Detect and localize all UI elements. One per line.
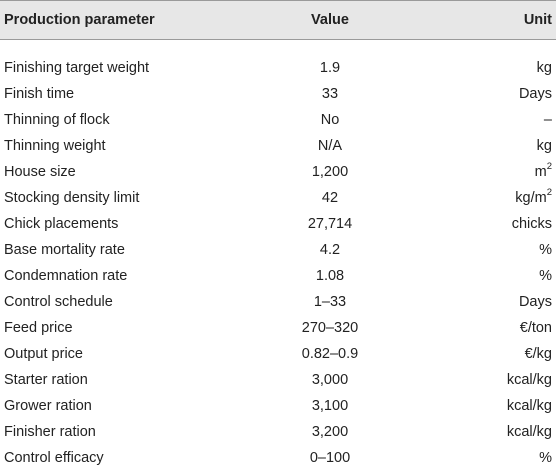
row-unit-cell: kg/m 2	[515, 187, 552, 206]
row-value: No	[320, 112, 340, 128]
row-parameter: Finish time	[4, 86, 75, 102]
row-parameter: Finishing target weight	[4, 60, 150, 76]
table-row: Stocking density limit 42 kg/m 2	[0, 185, 556, 211]
row-parameter: House size	[4, 164, 76, 180]
row-unit: kg	[536, 60, 552, 76]
row-parameter: Base mortality rate	[4, 242, 125, 258]
table-row: Feed price 270–320 €/ton	[0, 315, 556, 341]
row-parameter: Chick placements	[4, 216, 119, 232]
table-row: Starter ration 3,000 kcal/kg	[0, 367, 556, 393]
row-unit: %	[539, 450, 552, 466]
row-value: 4.2	[319, 242, 341, 258]
row-value: N/A	[317, 138, 343, 154]
header-unit: Unit	[523, 12, 552, 28]
row-unit: –	[543, 112, 552, 128]
row-parameter: Condemnation rate	[4, 268, 128, 284]
row-parameter: Starter ration	[4, 372, 88, 388]
row-unit: %	[539, 268, 552, 284]
row-unit: Days	[518, 294, 552, 310]
row-parameter: Stocking density limit	[4, 190, 140, 206]
row-unit: €/kg	[524, 346, 552, 362]
row-value: 3,200	[311, 424, 349, 440]
row-parameter: Finisher ration	[4, 424, 96, 440]
row-unit: €/ton	[519, 320, 552, 336]
row-unit: chicks	[511, 216, 552, 232]
row-value: 33	[321, 86, 339, 102]
table-row: Finishing target weight 1.9 kg	[0, 55, 556, 81]
row-unit: m	[534, 164, 547, 180]
row-value: 3,000	[311, 372, 349, 388]
row-parameter: Output price	[4, 346, 83, 362]
row-unit: kcal/kg	[506, 372, 552, 388]
row-value: 0–100	[309, 450, 351, 466]
table-row: Output price 0.82–0.9 €/kg	[0, 341, 556, 367]
header-parameter: Production parameter	[4, 12, 155, 28]
row-value: 42	[321, 190, 339, 206]
table-row: Finish time 33 Days	[0, 81, 556, 107]
header-value: Value	[311, 12, 349, 28]
row-value: 27,714	[307, 216, 353, 232]
row-value: 1.08	[315, 268, 345, 284]
table-row: Control efficacy 0–100 %	[0, 445, 556, 471]
table-header: Production parameter Value Unit	[0, 0, 556, 40]
row-parameter: Feed price	[4, 320, 73, 336]
table-row: Control schedule 1–33 Days	[0, 289, 556, 315]
row-unit: kcal/kg	[506, 398, 552, 414]
table-row: Thinning weight N/A kg	[0, 133, 556, 159]
row-unit: kcal/kg	[506, 424, 552, 440]
row-unit: %	[539, 242, 552, 258]
row-unit: kg	[536, 138, 552, 154]
table-row: Base mortality rate 4.2 %	[0, 237, 556, 263]
table-row: Condemnation rate 1.08 %	[0, 263, 556, 289]
row-parameter: Control schedule	[4, 294, 113, 310]
row-value: 1–33	[313, 294, 347, 310]
row-unit: Days	[518, 86, 552, 102]
table-row: Thinning of flock No –	[0, 107, 556, 133]
row-value: 0.82–0.9	[301, 346, 359, 362]
row-value: 270–320	[301, 320, 359, 336]
row-value: 1,200	[311, 164, 349, 180]
row-value: 3,100	[311, 398, 349, 414]
row-parameter: Control efficacy	[4, 450, 104, 466]
table-row: Finisher ration 3,200 kcal/kg	[0, 419, 556, 445]
row-parameter: Thinning of flock	[4, 112, 110, 128]
table-row: Grower ration 3,100 kcal/kg	[0, 393, 556, 419]
table-row: Chick placements 27,714 chicks	[0, 211, 556, 237]
row-parameter: Thinning weight	[4, 138, 106, 154]
row-value: 1.9	[319, 60, 341, 76]
row-parameter: Grower ration	[4, 398, 92, 414]
row-unit: kg/m	[515, 190, 547, 206]
